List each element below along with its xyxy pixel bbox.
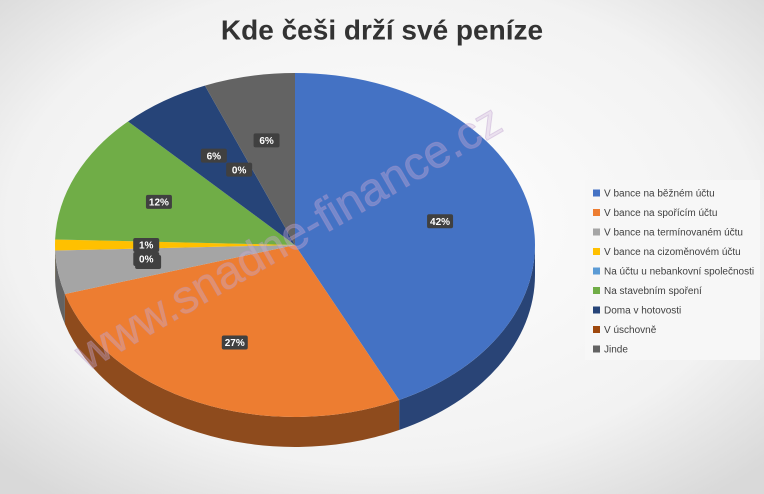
legend-label: V bance na běžném účtu xyxy=(604,189,715,200)
slice xyxy=(128,85,295,246)
legend-label: Doma v hotovosti xyxy=(604,306,681,317)
data-label: 12% xyxy=(145,194,172,209)
slice xyxy=(204,73,295,245)
data-label-box xyxy=(226,162,253,177)
data-label-text: 0% xyxy=(232,165,247,176)
chart-title: Kde češi drží své peníze xyxy=(221,14,543,45)
data-label-text: 27% xyxy=(225,338,245,349)
data-label-box xyxy=(133,252,160,266)
data-label-box xyxy=(253,133,280,148)
slice xyxy=(55,245,295,294)
data-label-box xyxy=(200,148,227,163)
legend-swatch xyxy=(593,306,600,314)
data-label-text: 6% xyxy=(207,151,222,162)
data-label: 27% xyxy=(221,335,248,350)
data-label-box xyxy=(133,238,160,252)
slice xyxy=(64,245,400,417)
legend-swatch xyxy=(593,326,600,333)
data-label: 0% xyxy=(226,162,253,177)
legend-swatch xyxy=(593,228,600,236)
slice xyxy=(54,239,295,251)
legend-label: Na účtu u nebankovní společnosti xyxy=(604,267,754,278)
legend-swatch xyxy=(593,209,600,216)
slice-side xyxy=(399,245,535,430)
slice-side xyxy=(64,293,400,448)
legend-swatch xyxy=(593,248,600,255)
data-label-text: 42% xyxy=(430,217,450,228)
data-label: 1% xyxy=(133,238,160,252)
legend-label: V úschovně xyxy=(604,325,657,336)
legend-swatch xyxy=(593,345,600,353)
data-label: 6% xyxy=(200,148,227,163)
data-label: 42% xyxy=(427,214,454,229)
legend-swatch xyxy=(593,267,600,275)
data-label-box xyxy=(221,335,248,350)
slice xyxy=(295,73,536,400)
slice xyxy=(55,121,295,245)
legend-label: V bance na termínovaném účtu xyxy=(604,228,743,239)
data-label-box xyxy=(145,194,172,209)
legend-label: Jinde xyxy=(604,345,628,356)
data-label: 6% xyxy=(253,133,280,148)
data-label-text: 6% xyxy=(259,136,274,147)
data-label-box xyxy=(427,214,454,229)
legend-box xyxy=(585,180,760,360)
legend-label: V bance na spořícím účtu xyxy=(604,208,717,219)
legend-label: V bance na cizoměnovém účtu xyxy=(604,247,741,258)
data-label: 0% xyxy=(133,252,160,266)
data-label-text: 1% xyxy=(139,241,154,252)
slice-side xyxy=(55,250,65,324)
data-label-text: 12% xyxy=(149,197,169,208)
legend-swatch xyxy=(593,189,600,197)
data-label-text: 0% xyxy=(139,255,154,266)
legend-label: Na stavebním spoření xyxy=(604,286,702,297)
legend-swatch xyxy=(593,287,600,294)
